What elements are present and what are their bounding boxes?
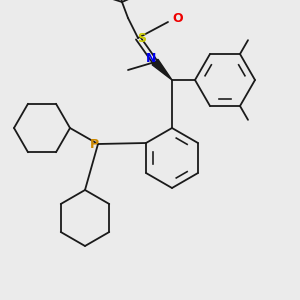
Text: S: S <box>137 32 146 44</box>
Text: O: O <box>173 11 183 25</box>
Text: N: N <box>146 52 156 64</box>
Polygon shape <box>152 59 172 80</box>
Text: P: P <box>89 137 99 151</box>
